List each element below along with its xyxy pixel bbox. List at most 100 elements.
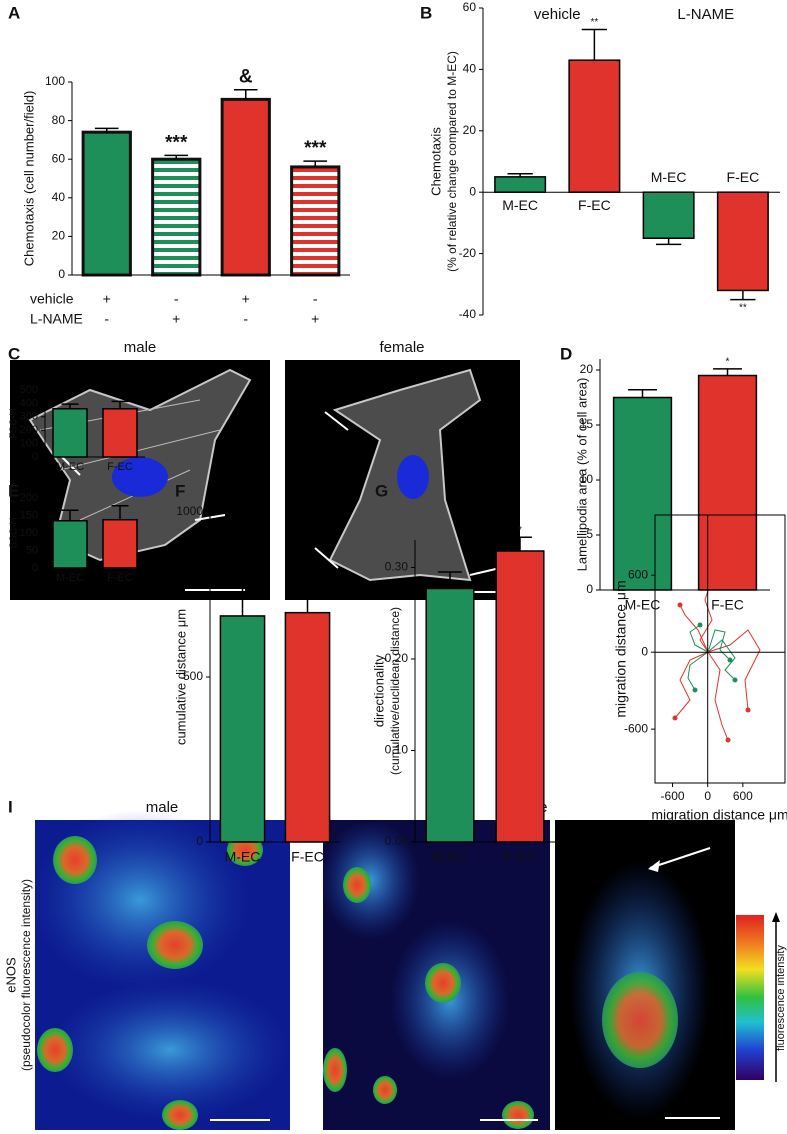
- y-tick-label: 40: [52, 190, 66, 204]
- y-tick-label: 50: [26, 544, 38, 556]
- x-tick-label: M-EC: [651, 169, 687, 185]
- x-tick-label: M-EC: [225, 849, 261, 865]
- x-tick-label: M-EC: [56, 572, 84, 584]
- x-tick-label: M-EC: [625, 597, 661, 613]
- x-tick-label: F-EC: [578, 197, 611, 213]
- bar: [81, 130, 132, 277]
- y-axis-label: FSC-H: [9, 408, 20, 439]
- bar: [495, 550, 545, 843]
- row-mark: +: [103, 291, 111, 307]
- y-axis-label: cumulative distance μm: [173, 609, 188, 745]
- image-ylabel: eNOS: [3, 957, 18, 993]
- y-tick-label: 100: [20, 527, 38, 539]
- y-tick-label: 20: [580, 362, 594, 376]
- y-axis-label: directionality: [371, 654, 386, 727]
- y-tick-label: 400: [20, 397, 38, 409]
- bar: [219, 615, 266, 843]
- y-tick-label: 0.30: [385, 560, 409, 574]
- image-title: male: [146, 799, 179, 816]
- x-tick-label: F-EC: [107, 572, 133, 584]
- plot-frame: [654, 514, 786, 784]
- y-axis-label: SSC-H: [9, 517, 20, 548]
- bar: [52, 408, 88, 458]
- x-tick-label: F-EC: [711, 597, 744, 613]
- y-tick-label: 10: [580, 472, 594, 486]
- image-ylabel: (pseudocolor fluorescence intensity): [19, 879, 33, 1071]
- annotation: *: [518, 525, 522, 536]
- panel-letter: A: [8, 3, 20, 22]
- bar: [642, 191, 695, 239]
- image-title: female: [379, 339, 424, 356]
- row-mark: +: [242, 291, 250, 307]
- y-tick-label: 0: [641, 644, 648, 658]
- y-tick-label: 0: [586, 582, 593, 596]
- y-tick-label: -40: [459, 307, 477, 321]
- y-tick-label: 20: [463, 123, 477, 137]
- annotation: **: [590, 17, 598, 28]
- micrograph-i: [30, 810, 780, 1130]
- micrograph-c: [10, 360, 520, 600]
- y-tick-label: -20: [459, 246, 477, 260]
- x-tick-label: M-EC: [432, 849, 468, 865]
- annotation: *: [726, 357, 730, 368]
- bar: [425, 587, 475, 843]
- y-tick-label: 500: [183, 669, 203, 683]
- panel-letter: I: [8, 797, 13, 816]
- y-tick-label: 500: [20, 384, 38, 396]
- annotation: &: [239, 67, 253, 88]
- bar: [612, 396, 673, 591]
- x-tick-label: F-EC: [107, 461, 133, 473]
- y-axis-label: (% of relative change compared to M-EC): [445, 51, 459, 272]
- annotation: ***: [304, 138, 327, 159]
- bar: [102, 518, 138, 569]
- y-tick-label: -600: [624, 721, 648, 735]
- x-tick-label: 0: [704, 789, 711, 803]
- image-title: male: [124, 339, 157, 356]
- panel-letter: D: [560, 344, 572, 363]
- bar: [290, 165, 341, 277]
- y-tick-label: 0: [196, 834, 203, 848]
- bar: [220, 97, 271, 277]
- y-tick-label: 20: [52, 229, 66, 243]
- bar: [151, 157, 202, 277]
- x-tick-label: M-EC: [56, 461, 84, 473]
- panel-letter: E: [8, 481, 19, 500]
- group-label: vehicle: [534, 6, 581, 23]
- row-mark: +: [311, 311, 319, 327]
- bar: [716, 191, 769, 292]
- row-label: vehicle: [30, 291, 74, 307]
- y-tick-label: 600: [628, 567, 648, 581]
- group-label: L-NAME: [677, 6, 734, 23]
- x-tick-label: 600: [733, 789, 753, 803]
- y-tick-label: 15: [580, 417, 594, 431]
- x-axis-label: migration distance μm: [651, 807, 787, 823]
- y-tick-label: 150: [20, 509, 38, 521]
- y-tick-label: 300: [20, 411, 38, 423]
- y-tick-label: 200: [20, 492, 38, 504]
- panel-letter: B: [420, 3, 432, 22]
- y-tick-label: 0.00: [385, 834, 409, 848]
- row-mark: -: [243, 311, 248, 327]
- bar: [494, 176, 547, 193]
- y-tick-label: 60: [52, 151, 66, 165]
- y-axis-label: (cumulative/euclidean distance): [388, 607, 402, 775]
- y-tick-label: 200: [20, 424, 38, 436]
- y-tick-label: 1000: [176, 504, 203, 518]
- y-tick-label: 100: [45, 74, 65, 88]
- y-tick-label: 0.10: [385, 743, 409, 757]
- y-tick-label: 0: [469, 184, 476, 198]
- y-axis-label: Chemotaxis: [428, 127, 443, 196]
- x-tick-label: F-EC: [727, 169, 760, 185]
- panel-letter: F: [175, 481, 185, 500]
- x-tick-label: F-EC: [291, 849, 324, 865]
- row-label: L-NAME: [30, 311, 83, 327]
- bar: [568, 59, 621, 193]
- y-tick-label: 0: [32, 562, 38, 574]
- y-tick-label: 100: [20, 438, 38, 450]
- panel-letter: C: [8, 344, 20, 363]
- colorbar-label: fluorescence intensity: [775, 945, 787, 1051]
- bar: [284, 611, 331, 843]
- row-mark: +: [172, 311, 180, 327]
- x-tick-label: -600: [661, 789, 685, 803]
- y-axis-label: Chemotaxis (cell number/field): [21, 91, 36, 267]
